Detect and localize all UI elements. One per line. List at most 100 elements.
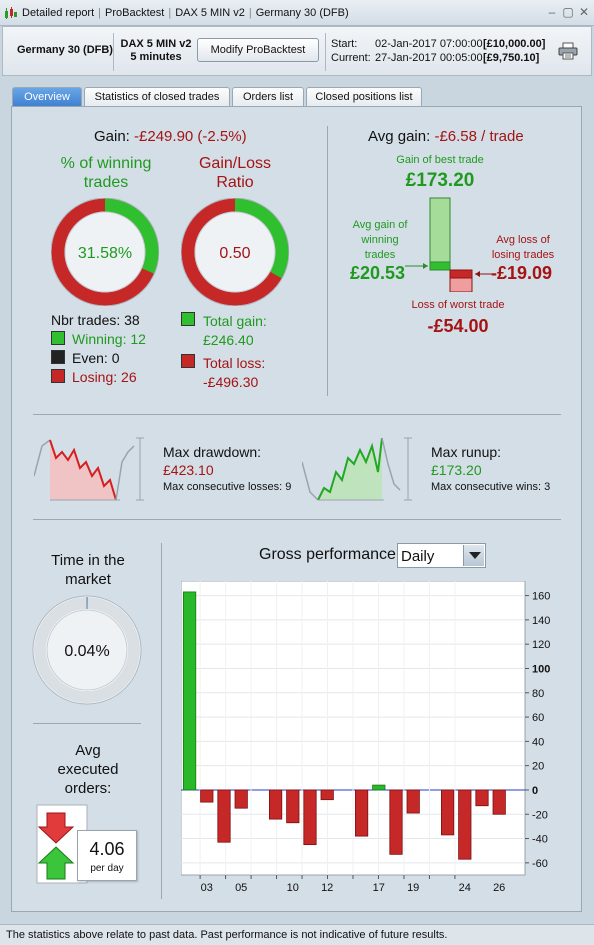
start-label: Start: (331, 38, 358, 50)
y-tick-label: -40 (532, 834, 548, 846)
y-tick-label: 40 (532, 736, 544, 748)
avg-orders-line1: Avg (75, 742, 101, 759)
even-legend-swatch (51, 350, 65, 364)
loss-bar (234, 789, 248, 809)
best-trade-label: Gain of best trade (396, 154, 484, 166)
loss-bar (355, 789, 369, 837)
avg-gain-summary: Avg gain: -£6.58 / trade (368, 128, 524, 145)
losing-count: Losing: 26 (72, 369, 137, 385)
max-runup-value: £173.20 (431, 462, 482, 478)
time-in-market-donut: 0.04% (32, 595, 142, 705)
maximize-icon[interactable]: ▢ (562, 5, 574, 19)
title-part-strategy: DAX 5 MIN v2 (175, 7, 245, 19)
market-name: Germany 30 (DFB) (17, 44, 113, 56)
y-tick-label: -20 (532, 809, 548, 821)
avg-orders-unit: per day (90, 863, 124, 874)
section-divider (161, 543, 162, 899)
sell-arrow-icon (37, 812, 75, 844)
x-tick-label: 24 (459, 882, 471, 894)
gross-performance-title: Gross performance (259, 546, 396, 563)
tab-overview[interactable]: Overview (12, 87, 82, 107)
avg-loss-value: -£19.09 (491, 263, 553, 283)
avg-loss-line2: losing trades (491, 249, 555, 261)
y-tick-label: -60 (532, 858, 548, 870)
y-tick-label: 20 (532, 761, 544, 773)
title-part-app: ProBacktest (105, 7, 165, 19)
section-divider (33, 414, 561, 415)
total-gain-value: £246.40 (203, 332, 254, 348)
drawdown-line (49, 439, 117, 501)
avg-win-line2: winning (361, 234, 399, 246)
current-date: 27-Jan-2017 00:05:00 (375, 52, 483, 64)
status-bar: The statistics above relate to past data… (0, 924, 594, 945)
current-label: Current: (331, 52, 371, 64)
period-select[interactable]: Daily (397, 543, 486, 568)
printer-icon[interactable] (558, 42, 578, 60)
x-tick-label: 10 (287, 882, 299, 894)
section-divider (327, 126, 328, 396)
avg-win-label: Avg gain of winning trades (340, 218, 420, 263)
y-tick-label: 80 (532, 688, 544, 700)
winning-count: Winning: 12 (72, 331, 146, 347)
loss-bar (269, 789, 283, 820)
title-bar: Detailed report | ProBacktest | DAX 5 MIN v2… (0, 0, 594, 26)
gain-loss-range-bars (405, 197, 493, 292)
avg-gain-value: -£6.58 / trade (434, 128, 524, 145)
time-market-line1: Time in the (51, 552, 125, 569)
gain-summary: Gain: -£249.90 (-2.5%) (94, 128, 247, 145)
winning-trades-donut: 31.58% (51, 198, 159, 306)
avg-orders-box: 4.06 per day (77, 830, 137, 881)
header-divider (113, 33, 114, 71)
best-trade-value: £173.20 (405, 170, 475, 191)
gain-loss-ratio-title: Gain/Loss Ratio (175, 154, 295, 192)
avg-gain-label: Avg gain: (368, 128, 431, 145)
x-tick-label: 26 (493, 882, 505, 894)
y-tick-label: 60 (532, 712, 544, 724)
current-capital: [£9,750.10] (483, 52, 540, 64)
even-count: Even: 0 (72, 350, 120, 366)
winning-title-line2: trades (83, 174, 129, 191)
total-gain-swatch (181, 312, 195, 326)
total-loss: Total loss: -£496.30 (203, 354, 265, 392)
close-icon[interactable]: ✕ (578, 5, 590, 19)
winning-donut-win-arc (51, 198, 159, 306)
loss-bar (200, 789, 214, 803)
total-loss-swatch (181, 354, 195, 368)
loss-bar (441, 789, 455, 836)
window-title: Detailed report | ProBacktest | DAX 5 MIN v2… (22, 7, 349, 19)
runup-line (317, 437, 383, 501)
title-part-market: Germany 30 (DFB) (255, 7, 349, 19)
loss-bar (406, 789, 420, 814)
runup-sparkline (302, 437, 412, 501)
max-runup-label: Max runup: (431, 444, 502, 460)
header-divider (325, 33, 326, 71)
tab-statistics-closed-trades[interactable]: Statistics of closed trades (84, 87, 230, 107)
loss-bar (217, 789, 231, 843)
ratio-title-line2: Ratio (216, 174, 254, 191)
x-tick-label: 12 (321, 882, 333, 894)
gain-bar (372, 784, 386, 791)
disclaimer-text: The statistics above relate to past data… (6, 929, 448, 941)
max-drawdown-value: £423.10 (163, 462, 214, 478)
ratio-value: 0.50 (219, 245, 250, 262)
chart-app-icon (5, 7, 17, 19)
avg-orders-title: Avg executed orders: (33, 741, 143, 798)
total-gain: Total gain: £246.40 (203, 312, 267, 350)
strategy-name: DAX 5 MIN v2 (120, 38, 192, 50)
modify-probacktest-button[interactable]: Modify ProBacktest (197, 38, 319, 62)
x-tick-label: 05 (235, 882, 247, 894)
loss-bar (458, 789, 472, 860)
chevron-down-icon[interactable] (463, 545, 484, 566)
x-tick-label: 17 (373, 882, 385, 894)
section-divider (33, 723, 141, 724)
total-gain-label: Total gain: (203, 313, 267, 329)
start-capital: [£10,000.00] (483, 38, 546, 50)
title-part-report: Detailed report (22, 7, 95, 19)
tab-orders-list[interactable]: Orders list (232, 87, 304, 107)
minimize-icon[interactable]: – (548, 5, 556, 19)
gross-performance-chart: 160140120100806040200-20-40-600305081012… (181, 581, 550, 894)
loss-bar (286, 789, 300, 824)
avg-loss-label: Avg loss of losing trades (478, 233, 568, 263)
period-select-value: Daily (401, 548, 435, 565)
tab-closed-positions-list[interactable]: Closed positions list (306, 87, 422, 107)
